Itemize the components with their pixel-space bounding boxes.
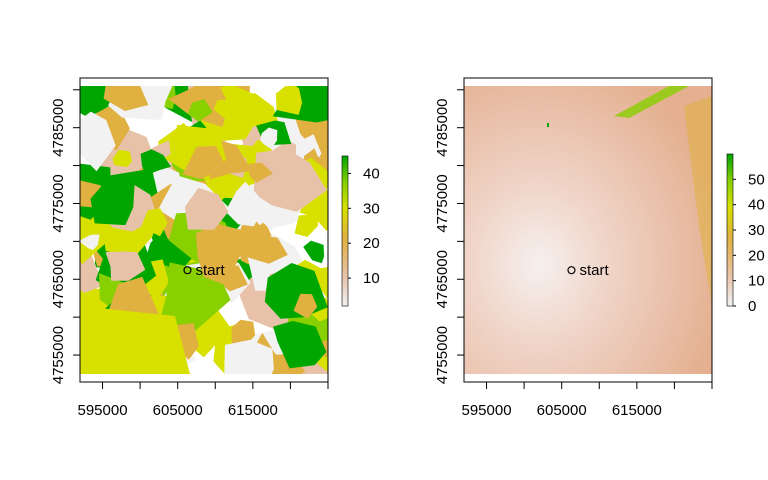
right-plot-frame — [463, 77, 713, 383]
start-point-icon — [183, 266, 192, 275]
right-raster — [464, 86, 712, 374]
legend-color-bar — [726, 153, 734, 307]
raster-patch — [140, 208, 168, 237]
raster-patch — [185, 187, 229, 230]
raster-patch — [224, 339, 274, 374]
y-tick-label: 4775000 — [434, 174, 451, 232]
raster-surface — [464, 86, 712, 374]
y-tick-label: 4765000 — [50, 250, 67, 308]
legend-tick-label: 10 — [748, 273, 765, 290]
legend-tick-label: 10 — [363, 270, 380, 287]
raster-patch — [112, 149, 133, 168]
raster-patch — [213, 99, 246, 120]
raster-patch — [260, 127, 278, 149]
y-tick-label: 4785000 — [434, 98, 451, 156]
raster-patch — [293, 293, 318, 319]
y-tick-label: 4765000 — [434, 250, 451, 308]
raster-patch — [225, 181, 263, 227]
start-label: start — [579, 262, 609, 279]
x-tick-label: 605000 — [153, 402, 203, 419]
raster-patch — [90, 173, 136, 226]
raster-patch — [275, 86, 303, 115]
left-plot-frame — [79, 77, 329, 383]
x-tick-label: 615000 — [612, 402, 662, 419]
raster-patch — [248, 162, 273, 183]
raster-ridge — [684, 96, 712, 306]
right-start-marker: start — [567, 262, 609, 279]
legend-tick-label: 20 — [748, 247, 765, 264]
left-start-marker: start — [183, 262, 225, 279]
right-y-axis: 4755000 4765000 4775000 4785000 — [434, 89, 464, 384]
raster-patch — [105, 251, 146, 281]
start-point-icon — [567, 266, 576, 275]
x-tick-label: 595000 — [78, 402, 128, 419]
raster-patch — [195, 223, 243, 285]
legend-tick-label: 50 — [748, 171, 765, 188]
raster-patch — [80, 306, 190, 374]
x-tick-label: 605000 — [537, 402, 587, 419]
left-raster — [80, 86, 328, 374]
raster-patch — [182, 146, 226, 180]
raster-patch — [243, 233, 288, 264]
left-y-axis: 4755000 4765000 4775000 4785000 — [50, 89, 80, 384]
x-tick-label: 615000 — [228, 402, 278, 419]
start-label: start — [195, 262, 225, 279]
left-x-axis: 595000 605000 615000 — [78, 382, 329, 419]
raster-patch — [253, 148, 327, 212]
legend-color-bar — [341, 155, 349, 307]
legend-tick-label: 0 — [748, 298, 756, 315]
right-color-legend: 0 10 20 30 40 50 — [726, 153, 765, 315]
raster-patch — [80, 234, 100, 251]
raster-patch — [80, 255, 104, 294]
x-tick-label: 595000 — [462, 402, 512, 419]
raster-patch — [273, 321, 327, 369]
right-x-axis: 595000 605000 615000 — [462, 382, 713, 419]
y-tick-label: 4755000 — [434, 326, 451, 384]
raster-patch — [140, 149, 171, 176]
legend-tick-label: 20 — [363, 235, 380, 252]
legend-tick-label: 40 — [363, 165, 380, 182]
raster-patch — [187, 99, 213, 122]
y-tick-label: 4775000 — [50, 174, 67, 232]
raster-patch — [303, 240, 325, 264]
legend-tick-label: 30 — [748, 222, 765, 239]
y-tick-label: 4785000 — [50, 98, 67, 156]
raster-patch — [299, 188, 328, 218]
legend-tick-label: 30 — [363, 200, 380, 217]
raster-patch — [294, 213, 319, 237]
left-map-panel: 595000 605000 615000 4755000 4765000 4775000… — [50, 77, 380, 419]
legend-tick-label: 40 — [748, 197, 765, 214]
y-tick-label: 4755000 — [50, 326, 67, 384]
right-map-panel: 595000 605000 615000 4755000 4765000 4775000… — [434, 77, 765, 419]
left-color-legend: 10 20 30 40 — [341, 155, 380, 307]
raster-ridge — [614, 86, 689, 118]
raster-patch — [80, 111, 116, 172]
raster-patch — [103, 86, 149, 111]
raster-pixel — [547, 123, 549, 127]
